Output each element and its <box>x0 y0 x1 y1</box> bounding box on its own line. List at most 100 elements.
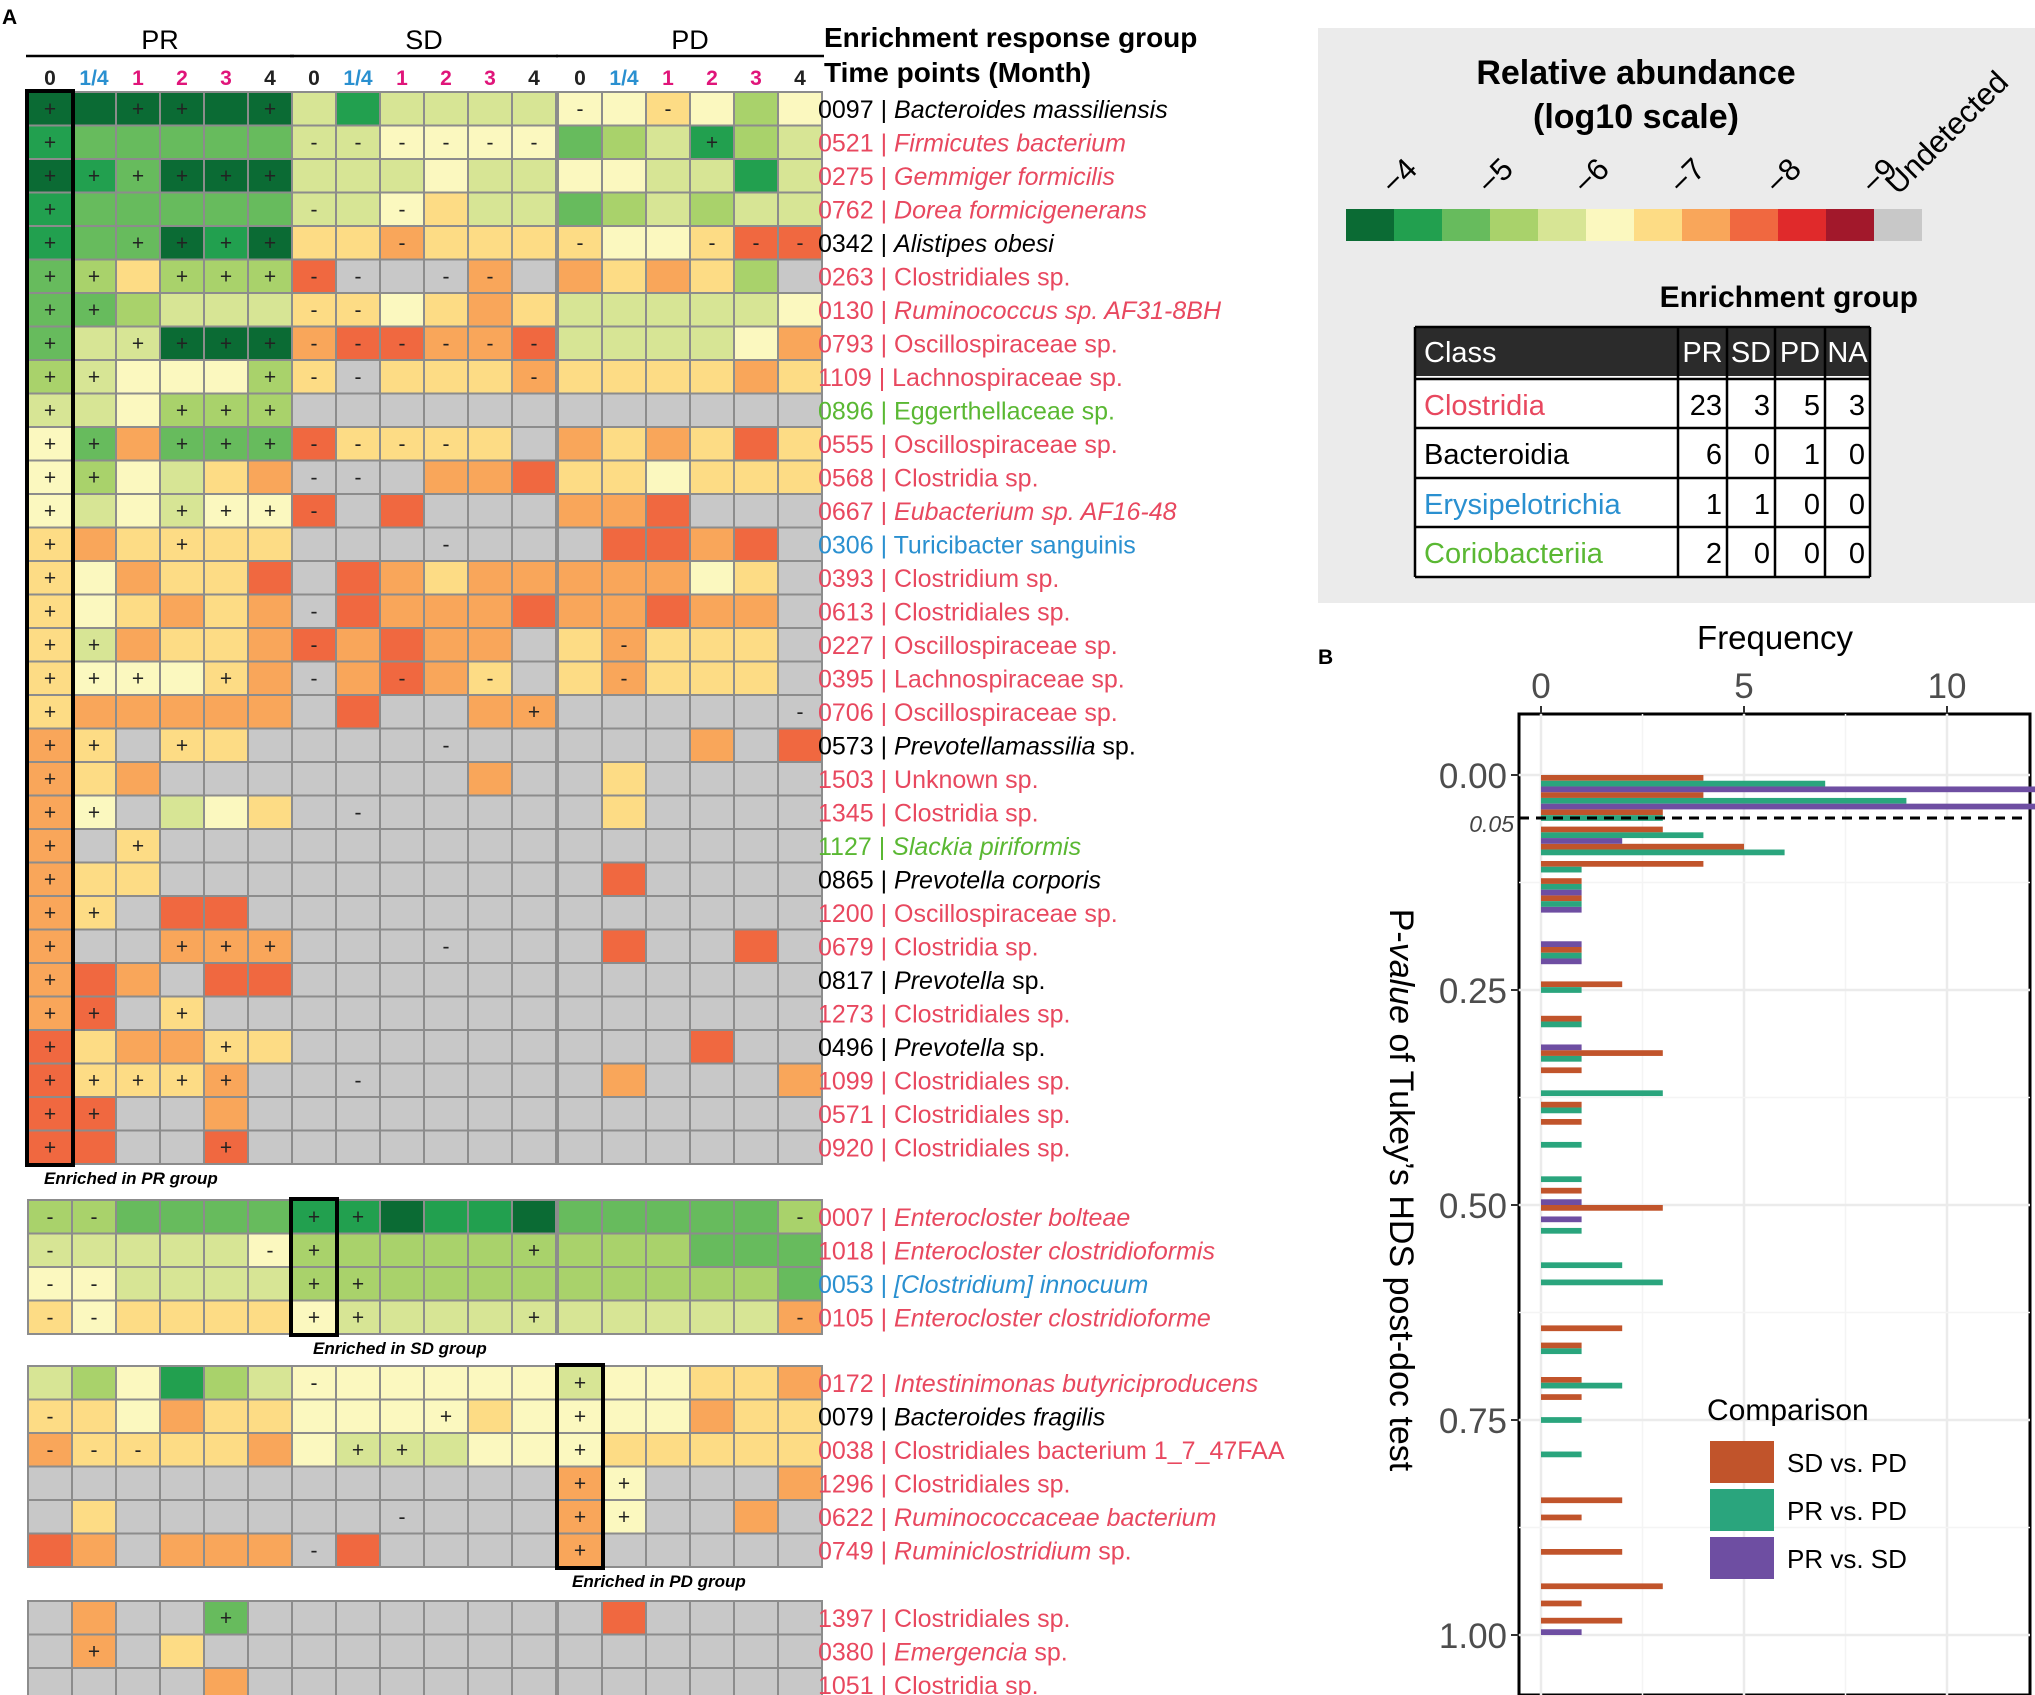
heatmap-cell <box>291 1633 337 1669</box>
legend-entry: PR vs. SD <box>1787 1544 1907 1574</box>
sign-marker: + <box>44 1069 56 1092</box>
heatmap-cell <box>203 895 249 931</box>
heatmap-cell <box>115 225 161 261</box>
heatmap-cell <box>689 1365 735 1401</box>
heatmap-cells: + + + + - - + - - - - - - + + + + + + + + - - + + + + + - - - - - + + + + + - -… <box>27 91 823 1695</box>
heatmap-cell <box>115 1667 161 1695</box>
heatmap-cell <box>159 660 205 696</box>
bar <box>1541 797 1907 804</box>
heatmap-cell <box>645 660 691 696</box>
heatmap-cell <box>467 325 513 361</box>
heatmap-cell <box>423 1096 469 1132</box>
heatmap-cell <box>27 995 73 1031</box>
sign-marker: + <box>132 1069 144 1092</box>
time-label: 2 <box>706 67 718 90</box>
heatmap-cell <box>557 1129 603 1165</box>
sign-marker: - <box>399 667 406 690</box>
heatmap-cell <box>379 828 425 864</box>
sign-marker: + <box>176 265 188 288</box>
heatmap-cell <box>423 158 469 194</box>
heatmap-cell <box>777 426 823 462</box>
sign-marker: - <box>399 198 406 221</box>
heatmap-cell <box>379 1398 425 1434</box>
taxon-label: 0306 | Turicibacter sanguinis <box>818 531 1136 559</box>
heatmap-cell <box>733 995 779 1031</box>
sign-marker: + <box>88 1069 100 1092</box>
enriched-label: Enriched in PD group <box>572 1572 746 1591</box>
sign-marker: - <box>355 131 362 154</box>
heatmap-cell <box>511 225 557 261</box>
heatmap-cell <box>115 1600 161 1636</box>
color-scale <box>1346 209 1922 241</box>
sign-marker: + <box>220 165 232 188</box>
taxon-name: Oscillospiraceae sp. <box>894 632 1118 660</box>
heatmap-cell <box>689 91 735 127</box>
heatmap-cell <box>247 426 293 462</box>
heatmap-cell <box>203 761 249 797</box>
table-header-cell: PD <box>1780 337 1820 369</box>
taxon-name: Enterocloster bolteae <box>894 1204 1130 1232</box>
heatmap-cell <box>335 593 381 629</box>
heatmap-cell <box>689 928 735 964</box>
heatmap-cell <box>733 1365 779 1401</box>
heatmap-cell <box>733 124 779 160</box>
enrichment-highlights: Enriched in PR group Enriched in SD group… <box>25 89 746 1591</box>
taxon-name: Oscillospiraceae sp. <box>894 330 1118 358</box>
sign-marker: + <box>88 667 100 690</box>
heatmap-cell <box>733 593 779 629</box>
heatmap-cell <box>601 861 647 897</box>
heatmap-cell <box>115 1029 161 1065</box>
sign-marker: + <box>220 1136 232 1159</box>
taxon-name: Prevotellamassilia <box>894 732 1096 760</box>
heatmap-cell <box>159 962 205 998</box>
legend-title-line2: (log10 scale) <box>1533 98 1739 136</box>
heatmap-cell <box>777 895 823 931</box>
y-axis-label: P-value of Tukey’s HDS post-doc test <box>1382 909 1420 1472</box>
heatmap-cell <box>645 1600 691 1636</box>
heatmap-cell <box>159 1365 205 1401</box>
heatmap-cell <box>335 91 381 127</box>
taxon-separator: | <box>874 1067 894 1095</box>
sign-marker: - <box>311 1372 318 1395</box>
heatmap-cell <box>247 1667 293 1695</box>
heatmap-cell <box>467 895 513 931</box>
heatmap-cell <box>689 962 735 998</box>
sign-marker: - <box>443 265 450 288</box>
heatmap-cell <box>557 493 603 529</box>
heatmap-cell <box>203 694 249 730</box>
taxon-separator: | <box>874 598 894 626</box>
taxon-name: Clostridia sp. <box>894 933 1039 961</box>
heatmap-cell <box>557 560 603 596</box>
heatmap-cell <box>291 995 337 1031</box>
heatmap-cell <box>291 1096 337 1132</box>
sign-marker: + <box>176 332 188 355</box>
taxon-separator: | <box>874 1470 894 1498</box>
heatmap-cell <box>777 1465 823 1501</box>
heatmap-cell <box>601 191 647 227</box>
heatmap-cell <box>645 1232 691 1268</box>
bar <box>1541 815 1663 821</box>
heatmap-cell <box>27 1299 73 1335</box>
heatmap-cell <box>601 526 647 562</box>
heatmap-cell <box>777 258 823 294</box>
heatmap-cell <box>247 359 293 395</box>
heatmap-cell <box>645 1365 691 1401</box>
sign-marker: + <box>44 131 56 154</box>
heatmap-cell <box>291 526 337 562</box>
heatmap-cell <box>467 727 513 763</box>
taxon-id: 0865 <box>818 866 874 894</box>
taxon-name: Ruminiclostridium <box>894 1537 1091 1565</box>
heatmap-cell <box>467 225 513 261</box>
table-cell: 23 <box>1690 390 1722 422</box>
taxon-name: Prevotella <box>894 967 1005 995</box>
bar <box>1541 832 1704 839</box>
heatmap-cell <box>247 1465 293 1501</box>
taxon-separator: | <box>874 129 894 157</box>
sign-marker: + <box>44 567 56 590</box>
heatmap-cell <box>601 761 647 797</box>
sign-marker: + <box>220 1036 232 1059</box>
table-header-cell: NA <box>1827 337 1868 369</box>
heatmap-cell <box>689 861 735 897</box>
enriched-label: Enriched in PR group <box>44 1169 218 1188</box>
sign-marker: + <box>176 734 188 757</box>
